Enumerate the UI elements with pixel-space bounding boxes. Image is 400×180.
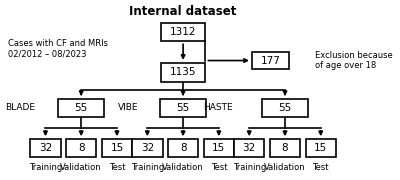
- Text: Training: Training: [29, 163, 62, 172]
- Text: 55: 55: [278, 103, 292, 113]
- Text: 8: 8: [78, 143, 84, 153]
- Text: Exclusion because
of age over 18: Exclusion because of age over 18: [315, 51, 393, 70]
- Text: 15: 15: [212, 143, 226, 153]
- Text: 1312: 1312: [170, 27, 196, 37]
- FancyBboxPatch shape: [66, 139, 96, 157]
- Text: Training: Training: [233, 163, 266, 172]
- FancyBboxPatch shape: [252, 52, 290, 69]
- FancyBboxPatch shape: [234, 139, 264, 157]
- Text: Test: Test: [109, 163, 125, 172]
- FancyBboxPatch shape: [270, 139, 300, 157]
- FancyBboxPatch shape: [161, 22, 206, 41]
- Text: Cases with CF and MRIs
02/2012 – 08/2023: Cases with CF and MRIs 02/2012 – 08/2023: [8, 39, 108, 59]
- Text: 1135: 1135: [170, 67, 196, 77]
- Text: Internal dataset: Internal dataset: [130, 5, 237, 18]
- FancyBboxPatch shape: [58, 99, 104, 117]
- Text: Validation: Validation: [162, 163, 204, 172]
- Text: Validation: Validation: [60, 163, 102, 172]
- FancyBboxPatch shape: [160, 99, 206, 117]
- FancyBboxPatch shape: [168, 139, 198, 157]
- Text: VIBE: VIBE: [118, 103, 138, 112]
- Text: 32: 32: [39, 143, 52, 153]
- FancyBboxPatch shape: [132, 139, 162, 157]
- Text: 32: 32: [243, 143, 256, 153]
- Text: 32: 32: [141, 143, 154, 153]
- Text: Test: Test: [211, 163, 227, 172]
- FancyBboxPatch shape: [204, 139, 234, 157]
- Text: BLADE: BLADE: [5, 103, 35, 112]
- FancyBboxPatch shape: [102, 139, 132, 157]
- FancyBboxPatch shape: [161, 63, 206, 82]
- Text: 55: 55: [74, 103, 88, 113]
- Text: 55: 55: [176, 103, 190, 113]
- Text: 15: 15: [110, 143, 124, 153]
- FancyBboxPatch shape: [262, 99, 308, 117]
- Text: 177: 177: [261, 55, 281, 66]
- Text: Training: Training: [131, 163, 164, 172]
- FancyBboxPatch shape: [306, 139, 336, 157]
- FancyBboxPatch shape: [30, 139, 61, 157]
- Text: Validation: Validation: [264, 163, 306, 172]
- Text: Test: Test: [312, 163, 329, 172]
- Text: 15: 15: [314, 143, 327, 153]
- Text: 8: 8: [180, 143, 186, 153]
- Text: HASTE: HASTE: [204, 103, 233, 112]
- Text: 8: 8: [282, 143, 288, 153]
